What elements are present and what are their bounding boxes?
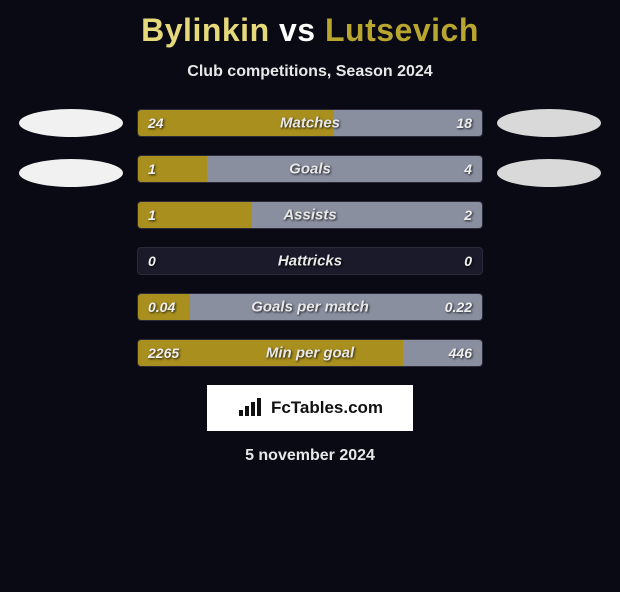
stat-value-right: 4 xyxy=(464,161,472,177)
stat-label: Assists xyxy=(283,207,336,224)
stat-value-right: 2 xyxy=(464,207,472,223)
stat-row: 0 0 Hattricks xyxy=(137,247,483,275)
title-player2: Lutsevich xyxy=(325,12,479,48)
stat-row: 0.04 0.22 Goals per match xyxy=(137,293,483,321)
stat-label: Hattricks xyxy=(278,253,342,270)
avatar-left xyxy=(17,103,125,193)
stat-label: Matches xyxy=(280,115,340,132)
subtitle: Club competitions, Season 2024 xyxy=(0,63,620,81)
stat-row: 1 2 Assists xyxy=(137,201,483,229)
date-label: 5 november 2024 xyxy=(0,447,620,465)
stat-fill-right xyxy=(207,156,482,182)
avatar-oval xyxy=(19,109,123,137)
title-vs: vs xyxy=(279,12,316,48)
stat-value-left: 2265 xyxy=(148,345,179,361)
page-title: Bylinkin vs Lutsevich xyxy=(0,12,620,49)
chart-icon xyxy=(237,398,265,418)
stat-value-left: 24 xyxy=(148,115,164,131)
stat-value-left: 0.04 xyxy=(148,299,175,315)
brand-badge[interactable]: FcTables.com xyxy=(207,385,413,431)
stat-row: 2265 446 Min per goal xyxy=(137,339,483,367)
stat-value-right: 0.22 xyxy=(445,299,472,315)
stat-row: 24 18 Matches xyxy=(137,109,483,137)
stat-value-right: 0 xyxy=(464,253,472,269)
stat-label: Goals xyxy=(289,161,331,178)
stat-value-left: 1 xyxy=(148,161,156,177)
stat-value-left: 0 xyxy=(148,253,156,269)
stat-label: Min per goal xyxy=(266,345,354,362)
stat-label: Goals per match xyxy=(251,299,369,316)
avatar-oval xyxy=(19,159,123,187)
brand-text: FcTables.com xyxy=(271,398,383,418)
comparison-chart: 24 18 Matches 1 4 Goals 1 2 Assists 0 0 Hattricks 0.… xyxy=(137,109,483,367)
stat-value-right: 18 xyxy=(456,115,472,131)
avatar-oval xyxy=(497,109,601,137)
avatar-oval xyxy=(497,159,601,187)
avatar-right xyxy=(495,103,603,193)
stat-value-left: 1 xyxy=(148,207,156,223)
title-player1: Bylinkin xyxy=(141,12,269,48)
stat-value-right: 446 xyxy=(449,345,472,361)
stat-row: 1 4 Goals xyxy=(137,155,483,183)
